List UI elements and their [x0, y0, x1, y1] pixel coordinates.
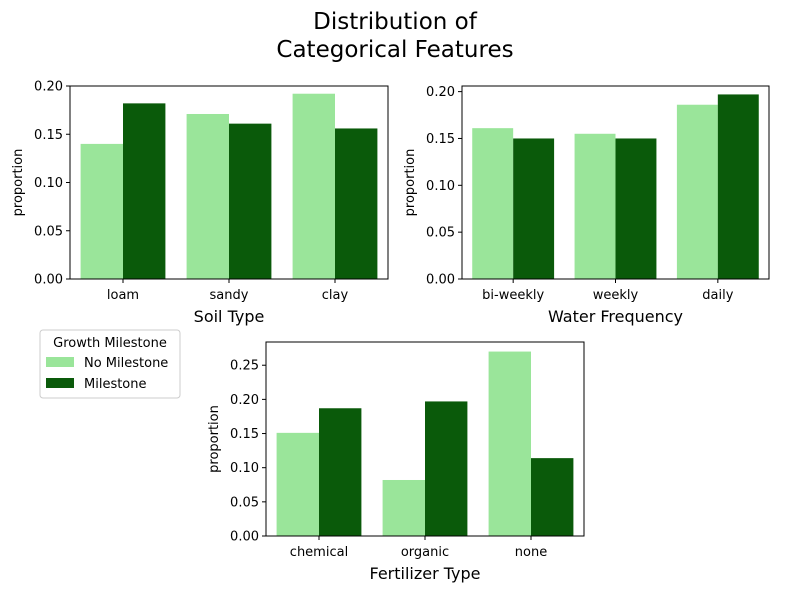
x-axis-label-3: Fertilizer Type	[369, 564, 480, 583]
y-axis-label-3: proportion	[207, 405, 222, 473]
x-tick-label-2-daily: daily	[702, 288, 733, 303]
legend: Growth Milestone No Milestone Milestone	[39, 329, 181, 399]
y-tick-label-2-0.20: 0.20	[426, 85, 455, 100]
x-axis-label-1: Soil Type	[194, 307, 265, 326]
chart-3: 0.00 0.05 0.10 0.15 0.20 0.25 chemical organic n…	[207, 341, 585, 583]
y-tick-label-2-0.10: 0.10	[426, 179, 455, 194]
y-tick-label-2-0.00: 0.00	[426, 273, 455, 288]
bar-3-no-milestone-none	[488, 351, 531, 536]
y-tick-label-1-0.05: 0.05	[34, 224, 63, 239]
x-tick-label-3-none: none	[515, 545, 547, 560]
bar-2-milestone-bi-weekly	[513, 138, 555, 279]
bar-2-milestone-daily	[717, 94, 759, 280]
x-tick-label-3-chemical: chemical	[290, 545, 348, 560]
x-tick-label-1-sandy: sandy	[210, 288, 249, 303]
bar-3-milestone-chemical	[319, 408, 362, 536]
y-tick-label-3-0.25: 0.25	[230, 359, 259, 374]
legend-swatch-no-milestone	[46, 357, 74, 367]
bar-2-milestone-weekly	[615, 138, 657, 279]
chart-1: 0.00 0.05 0.10 0.15 0.20 loam sandy clay Soil Ty…	[11, 80, 389, 326]
figure-title-line-2: Categorical Features	[276, 37, 513, 63]
x-tick-label-1-loam: loam	[107, 288, 139, 303]
y-tick-label-1-0.15: 0.15	[34, 128, 63, 143]
bar-2-no-milestone-daily	[676, 104, 718, 280]
x-tick-label-2-bi-weekly: bi-weekly	[482, 288, 544, 303]
bar-1-milestone-loam	[123, 103, 166, 280]
y-tick-label-3-0.15: 0.15	[230, 427, 259, 442]
y-tick-label-1-0.00: 0.00	[34, 273, 63, 288]
bar-1-no-milestone-sandy	[186, 113, 229, 280]
legend-title: Growth Milestone	[53, 336, 167, 351]
legend-frame	[39, 329, 181, 399]
legend-label-milestone: Milestone	[84, 377, 147, 392]
charts-group: 0.00 0.05 0.10 0.15 0.20 loam sandy clay Soil Ty…	[11, 80, 770, 583]
bar-3-no-milestone-organic	[382, 479, 425, 536]
x-tick-label-1-clay: clay	[322, 288, 349, 303]
x-axis-label-2: Water Frequency	[548, 307, 683, 326]
y-tick-label-1-0.20: 0.20	[34, 80, 63, 95]
x-tick-label-3-organic: organic	[401, 545, 449, 560]
bar-1-milestone-sandy	[229, 123, 272, 279]
y-tick-label-3-0.00: 0.00	[230, 530, 259, 545]
bar-2-no-milestone-bi-weekly	[472, 128, 514, 279]
y-axis-label-2: proportion	[403, 149, 418, 217]
bar-1-no-milestone-loam	[80, 143, 123, 279]
x-tick-label-2-weekly: weekly	[593, 288, 639, 303]
y-tick-label-3-0.10: 0.10	[230, 461, 259, 476]
bar-1-milestone-clay	[335, 128, 378, 279]
y-tick-label-1-0.10: 0.10	[34, 176, 63, 191]
bar-3-milestone-organic	[425, 401, 468, 536]
figure-title-line-1: Distribution of	[313, 9, 478, 35]
y-tick-label-2-0.05: 0.05	[426, 226, 455, 241]
y-tick-label-3-0.20: 0.20	[230, 393, 259, 408]
y-tick-label-2-0.15: 0.15	[426, 132, 455, 147]
y-axis-label-1: proportion	[11, 149, 26, 217]
bar-3-milestone-none	[531, 458, 574, 536]
bar-1-no-milestone-clay	[292, 93, 335, 279]
bar-2-no-milestone-weekly	[574, 133, 616, 279]
legend-swatch-milestone	[46, 378, 74, 388]
legend-label-no-milestone: No Milestone	[84, 356, 168, 371]
chart-2: 0.00 0.05 0.10 0.15 0.20 bi-weekly weekly daily…	[403, 85, 770, 326]
bar-3-no-milestone-chemical	[276, 432, 319, 536]
y-tick-label-3-0.05: 0.05	[230, 495, 259, 510]
